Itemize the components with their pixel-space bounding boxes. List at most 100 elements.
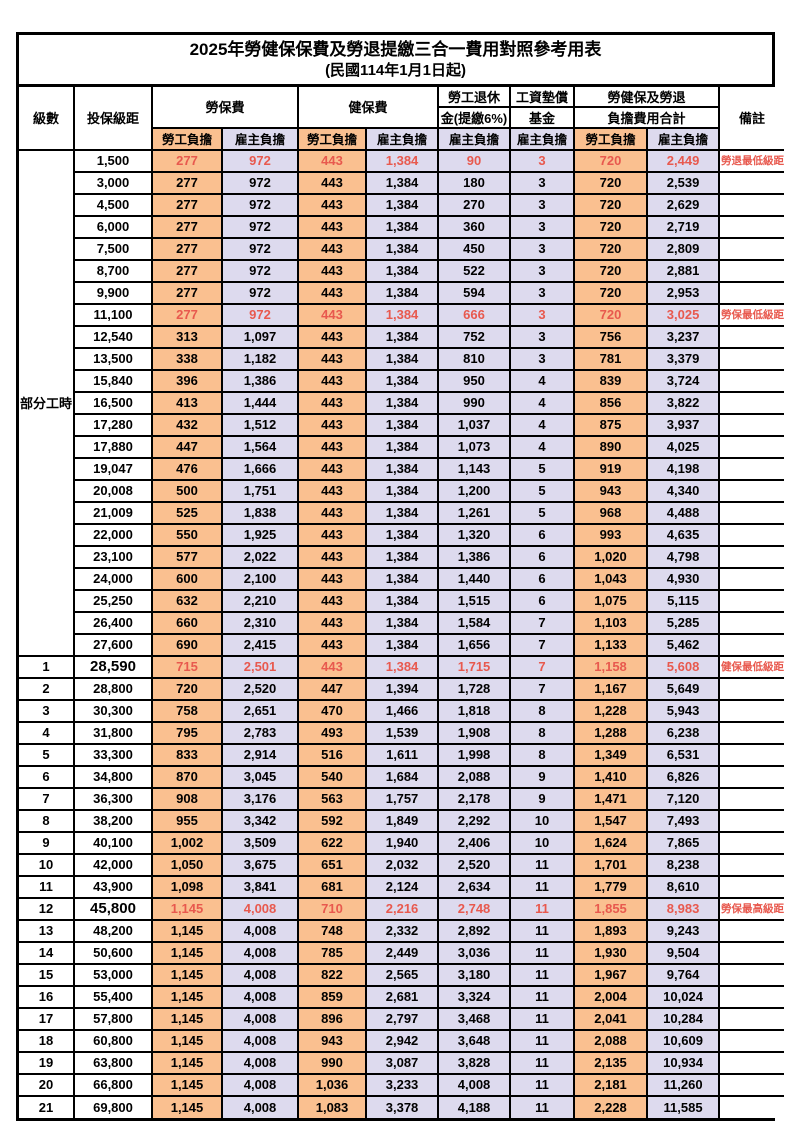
value-cell: 1,930 <box>573 940 649 965</box>
value-cell: 2,809 <box>646 236 721 261</box>
header-fund-line2: 基金 <box>509 105 576 129</box>
value-cell: 950 <box>437 368 512 393</box>
value-cell: 2,178 <box>437 786 512 811</box>
value-cell: 4,008 <box>220 1094 300 1119</box>
value-cell: 1,384 <box>365 522 440 547</box>
value-cell: 1,320 <box>437 522 512 547</box>
bracket-cell: 12,540 <box>73 324 153 349</box>
value-cell: 1,098 <box>151 874 223 899</box>
value-cell: 1,384 <box>365 412 440 437</box>
value-cell: 651 <box>297 852 368 877</box>
value-cell: 3,841 <box>220 874 300 899</box>
value-cell: 277 <box>151 302 223 327</box>
value-cell: 859 <box>297 984 368 1009</box>
value-cell: 1,384 <box>365 302 440 327</box>
value-cell: 2,681 <box>365 984 440 1009</box>
value-cell: 4,930 <box>646 566 721 591</box>
note-cell: 勞保最低級距 <box>718 302 786 327</box>
value-cell: 3,675 <box>220 852 300 877</box>
value-cell: 1,103 <box>573 610 649 635</box>
value-cell: 1,512 <box>220 412 300 437</box>
value-cell: 10,284 <box>646 1006 721 1031</box>
level-cell: 3 <box>18 698 75 723</box>
value-cell: 972 <box>220 236 300 261</box>
table-row: 9,900 277 972 443 1,384 594 3 720 2,953 <box>19 280 786 305</box>
bracket-cell: 31,800 <box>73 720 153 745</box>
value-cell: 1,384 <box>365 214 440 239</box>
value-cell: 2,032 <box>365 852 440 877</box>
bracket-cell: 53,000 <box>73 962 153 987</box>
value-cell: 90 <box>437 148 512 173</box>
value-cell: 870 <box>151 764 223 789</box>
bracket-cell: 13,500 <box>73 346 153 371</box>
subheader-health-employer: 雇主負擔 <box>365 126 440 151</box>
value-cell: 4,198 <box>646 456 721 481</box>
bracket-cell: 42,000 <box>73 852 153 877</box>
table-row: 12 45,800 1,145 4,008 710 2,216 2,748 11 1,855 8,… <box>18 896 786 921</box>
value-cell: 10,609 <box>646 1028 721 1053</box>
subheader-total-employee: 勞工負擔 <box>573 126 649 151</box>
table-row: 11,100 277 972 443 1,384 666 3 720 3,025 勞保最低級距 <box>19 302 786 327</box>
bracket-cell: 57,800 <box>73 1006 153 1031</box>
value-cell: 2,004 <box>573 984 649 1009</box>
value-cell: 1,200 <box>437 478 512 503</box>
value-cell: 1,384 <box>365 390 440 415</box>
value-cell: 11 <box>509 918 576 943</box>
value-cell: 720 <box>573 258 649 283</box>
note-cell <box>718 500 786 525</box>
value-cell: 2,332 <box>365 918 440 943</box>
value-cell: 277 <box>151 214 223 239</box>
note-cell: 健保最低級距 <box>718 654 786 679</box>
value-cell: 710 <box>297 896 368 921</box>
level-cell: 10 <box>18 852 75 877</box>
table-row: 23,100 577 2,022 443 1,384 1,386 6 1,020 4,798 <box>19 544 786 569</box>
header-labor-insurance: 勞保費 <box>150 85 300 129</box>
value-cell: 4 <box>509 368 576 393</box>
value-cell: 1,384 <box>365 610 440 635</box>
value-cell: 443 <box>297 478 368 503</box>
value-cell: 1,384 <box>365 588 440 613</box>
bracket-cell: 50,600 <box>73 940 153 965</box>
value-cell: 2,501 <box>220 654 300 679</box>
value-cell: 6 <box>509 566 576 591</box>
note-cell <box>718 280 786 305</box>
bracket-cell: 28,800 <box>73 676 153 701</box>
value-cell: 180 <box>437 170 512 195</box>
value-cell: 752 <box>437 324 512 349</box>
value-cell: 6,238 <box>646 720 721 745</box>
value-cell: 943 <box>573 478 649 503</box>
subheader-labor-employee: 勞工負擔 <box>151 126 223 151</box>
value-cell: 1,666 <box>220 456 300 481</box>
value-cell: 1,145 <box>151 896 223 921</box>
level-cell: 2 <box>18 676 75 701</box>
table-row: 19,047 476 1,666 443 1,384 1,143 5 919 4,198 <box>19 456 786 481</box>
value-cell: 4,635 <box>646 522 721 547</box>
value-cell: 908 <box>151 786 223 811</box>
value-cell: 313 <box>151 324 223 349</box>
value-cell: 1,167 <box>573 676 649 701</box>
bracket-cell: 43,900 <box>73 874 153 899</box>
value-cell: 1,145 <box>151 1050 223 1075</box>
value-cell: 2,310 <box>220 610 300 635</box>
bracket-cell: 36,300 <box>73 786 153 811</box>
subheader-labor-employer: 雇主負擔 <box>220 126 300 151</box>
value-cell: 2,892 <box>437 918 512 943</box>
table-row: 24,000 600 2,100 443 1,384 1,440 6 1,043 4,930 <box>19 566 786 591</box>
value-cell: 443 <box>297 632 368 657</box>
level-cell: 18 <box>18 1028 75 1053</box>
header-health-insurance: 健保費 <box>297 85 440 129</box>
value-cell: 4,008 <box>220 896 300 921</box>
value-cell: 1,384 <box>365 544 440 569</box>
note-cell <box>718 786 786 811</box>
value-cell: 720 <box>573 148 649 173</box>
value-cell: 3,724 <box>646 368 721 393</box>
value-cell: 592 <box>297 808 368 833</box>
value-cell: 7,493 <box>646 808 721 833</box>
value-cell: 990 <box>437 390 512 415</box>
value-cell: 2,539 <box>646 170 721 195</box>
value-cell: 6 <box>509 522 576 547</box>
value-cell: 896 <box>297 1006 368 1031</box>
value-cell: 3,176 <box>220 786 300 811</box>
value-cell: 1,715 <box>437 654 512 679</box>
value-cell: 11 <box>509 1094 576 1119</box>
